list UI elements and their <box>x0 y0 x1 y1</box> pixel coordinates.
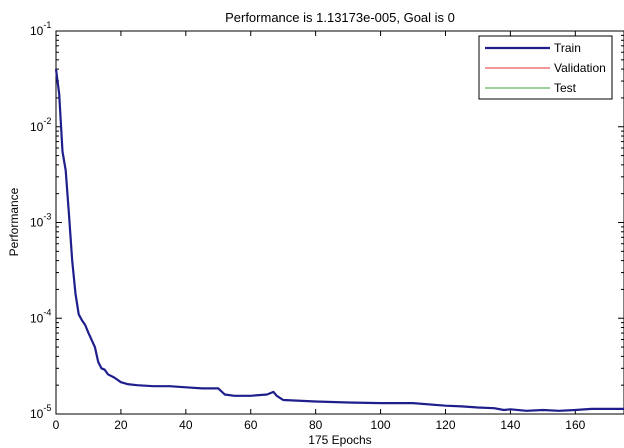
x-tick-label: 140 <box>500 418 520 432</box>
legend-label-train: Train <box>554 41 581 55</box>
x-tick-label: 160 <box>565 418 585 432</box>
y-tick-label: 10-2 <box>30 116 51 134</box>
y-tick-label: 10-4 <box>30 307 51 325</box>
legend-label-validation: Validation <box>554 61 606 75</box>
x-tick-label: 20 <box>114 418 128 432</box>
axis-ticks: 0 20 40 60 80 100 120 140 160 10-5 10-4 10-3 10-2 10-… <box>30 20 624 432</box>
x-tick-label: 100 <box>371 418 391 432</box>
y-tick-label: 10-3 <box>30 212 51 230</box>
legend: Train Validation Test <box>478 35 613 100</box>
x-tick-label: 60 <box>244 418 258 432</box>
y-axis-label: Performance <box>7 187 21 256</box>
x-tick-label: 0 <box>53 418 60 432</box>
y-tick-label: 10-5 <box>30 403 51 421</box>
series-line-train <box>54 68 624 412</box>
y-tick-label: 10-1 <box>30 20 51 38</box>
x-axis-label: 175 Epochs <box>308 433 371 447</box>
legend-label-test: Test <box>554 81 577 95</box>
x-tick-label: 120 <box>435 418 455 432</box>
x-tick-label: 40 <box>179 418 193 432</box>
chart-title: Performance is 1.13173e-005, Goal is 0 <box>225 10 455 25</box>
x-tick-label: 80 <box>309 418 323 432</box>
series-layer <box>54 68 624 412</box>
